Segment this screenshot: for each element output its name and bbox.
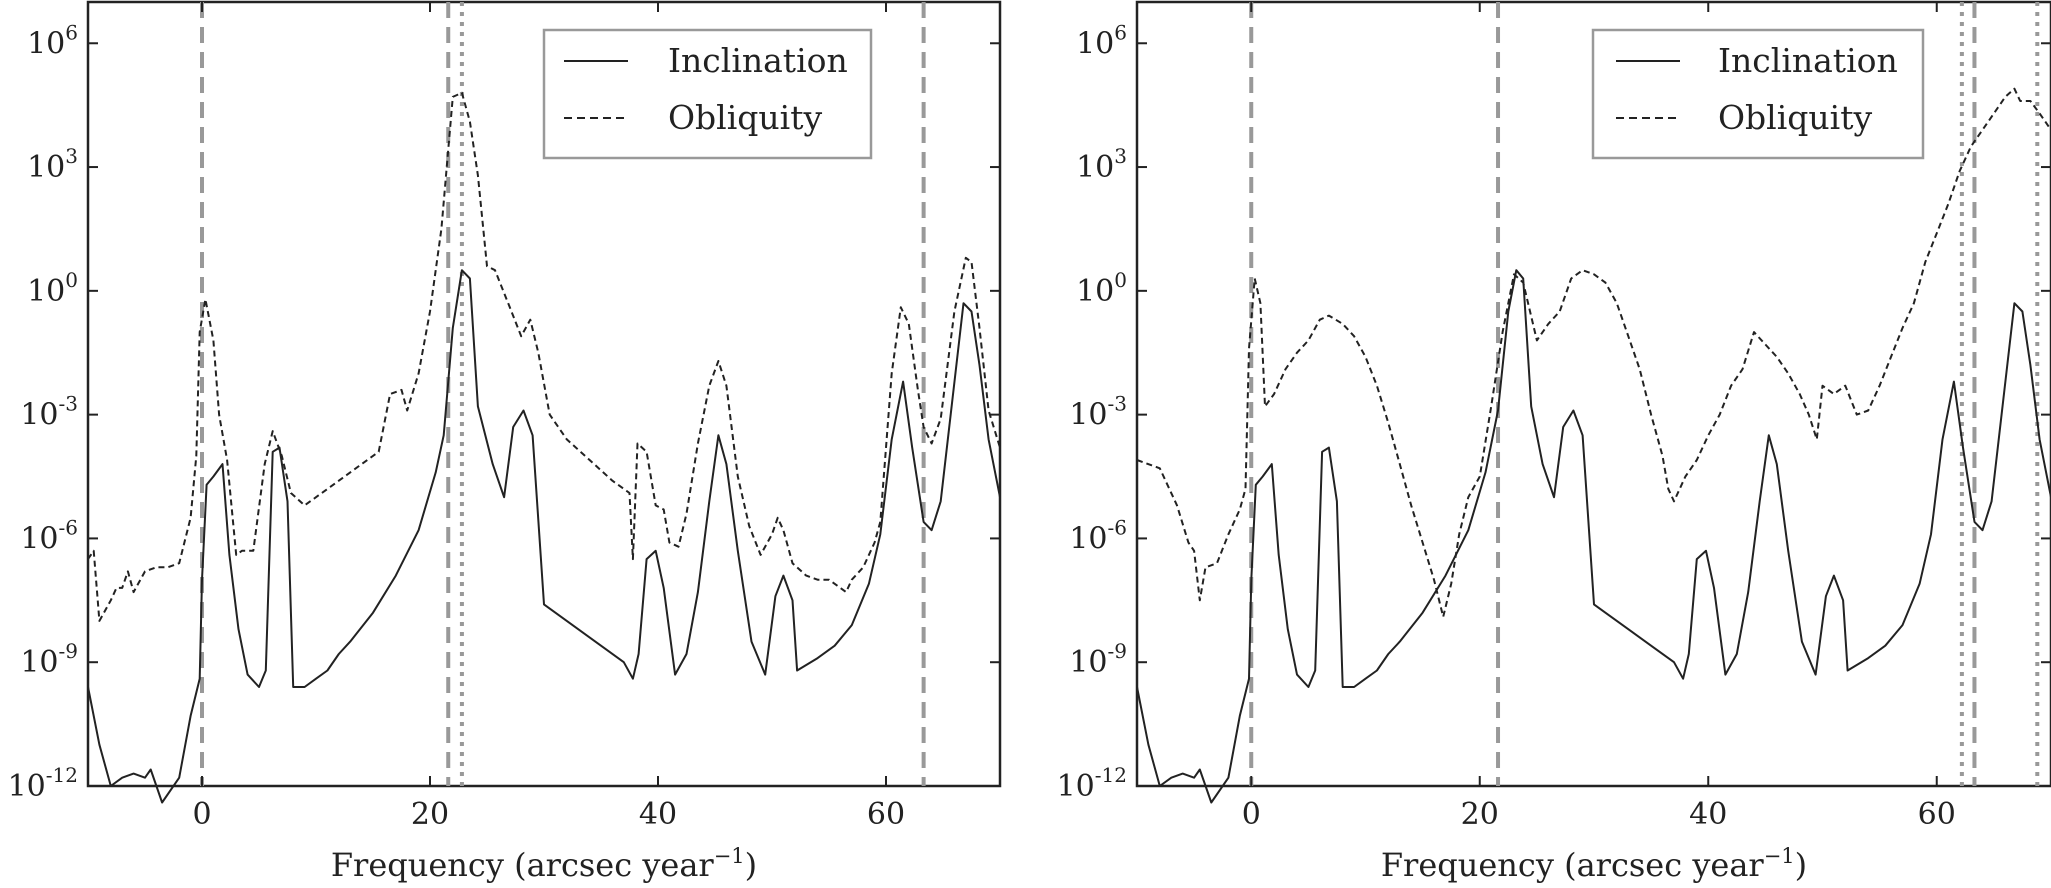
y-tick-label: 10-6 <box>20 515 78 556</box>
legend-label-obliquity: Obliquity <box>1718 98 1872 137</box>
legend: Inclination Obliquity <box>542 28 873 160</box>
x-tick-label: 0 <box>192 797 211 832</box>
series-line-inclination <box>87 269 1001 804</box>
chart-panel-left: 0 20 40 60 10-12 10-9 10-6 10-3 100 103 106 Frequ… <box>8 0 1002 884</box>
x-tick-label: 60 <box>1918 797 1956 832</box>
reference-lines <box>200 2 926 786</box>
x-tick-label: 20 <box>411 797 449 832</box>
legend-frame <box>542 28 873 160</box>
y-tick-label: 103 <box>1076 144 1127 185</box>
legend-label-inclination: Inclination <box>1718 41 1898 80</box>
y-tick-label: 106 <box>1076 20 1127 61</box>
y-axis-ticks: 10-12 10-9 10-6 10-3 100 103 106 <box>8 20 1000 804</box>
legend: Inclination Obliquity <box>1591 28 1925 160</box>
y-axis-ticks: 10-12 10-9 10-6 10-3 100 103 106 <box>1057 20 2051 804</box>
y-tick-label: 10-9 <box>20 639 78 680</box>
x-tick-label: 0 <box>1242 797 1261 832</box>
y-tick-label: 100 <box>27 268 78 309</box>
series-group <box>1136 87 2051 804</box>
y-tick-label: 10-12 <box>1057 763 1127 804</box>
series-group <box>87 91 1001 804</box>
x-axis-ticks: 0 20 40 60 <box>1242 2 1956 832</box>
legend-label-obliquity: Obliquity <box>668 98 822 137</box>
x-tick-label: 40 <box>1689 797 1727 832</box>
y-tick-label: 106 <box>27 20 78 61</box>
series-line-obliquity <box>1136 87 2051 618</box>
y-tick-label: 10-6 <box>1069 515 1127 556</box>
legend-frame <box>1591 28 1925 160</box>
series-line-inclination <box>1136 269 2051 804</box>
x-axis-label: Frequency (arcsec year−1) <box>1381 844 1807 884</box>
x-tick-label: 40 <box>639 797 677 832</box>
y-tick-label: 10-3 <box>1069 392 1127 433</box>
y-tick-label: 103 <box>27 144 78 185</box>
x-axis-label-exponent: −1 <box>1764 844 1795 868</box>
x-axis-label: Frequency (arcsec year−1) <box>331 844 757 884</box>
legend-label-inclination: Inclination <box>668 41 848 80</box>
x-axis-ticks: 0 20 40 60 <box>192 2 905 832</box>
series-line-obliquity <box>87 91 1001 622</box>
reference-lines <box>1249 2 2040 786</box>
y-tick-label: 10-9 <box>1069 639 1127 680</box>
x-tick-label: 20 <box>1461 797 1499 832</box>
y-tick-label: 100 <box>1076 268 1127 309</box>
x-axis-label-exponent: −1 <box>714 844 745 868</box>
x-tick-label: 60 <box>867 797 905 832</box>
y-tick-label: 10-12 <box>8 763 78 804</box>
y-tick-label: 10-3 <box>20 392 78 433</box>
chart-panel-right: 0 20 40 60 10-12 10-9 10-6 10-3 100 103 106 Frequ… <box>1057 0 2051 884</box>
